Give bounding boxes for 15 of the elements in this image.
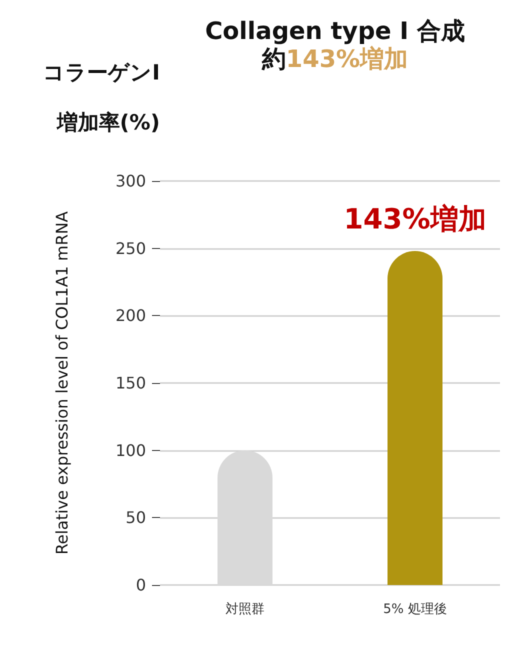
y-tick-label: 200 — [115, 306, 146, 326]
y-tick-label: 0 — [136, 576, 146, 594]
text: コラーゲンI — [43, 60, 160, 84]
y-axis-title: Relative expression level of COL1A1 mRNA — [52, 211, 72, 555]
chart-title: Collagen type Ⅰ 合成 — [205, 17, 465, 45]
y-tick-label: 100 — [115, 440, 146, 460]
y-tick-label: 50 — [126, 508, 146, 528]
x-tick-label: 対照群 — [226, 601, 264, 617]
chart-subtitle: 約143%増加 — [260, 45, 408, 73]
text: 増加率(%) — [56, 110, 160, 134]
y-tick-label: 250 — [115, 238, 146, 258]
x-tick-label: 5% 処理後 — [383, 602, 447, 617]
y-tick-label: 150 — [115, 374, 146, 392]
annotation: 143%増加 — [344, 202, 486, 236]
y-tick-label: 300 — [115, 172, 146, 190]
